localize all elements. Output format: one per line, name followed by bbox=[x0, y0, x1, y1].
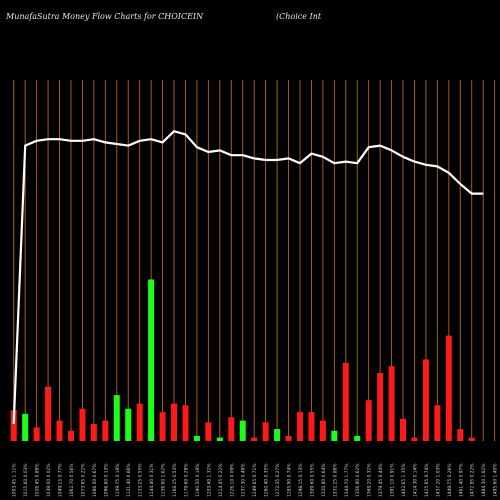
x-tick-label: 1461.40 0.97% bbox=[458, 463, 464, 497]
x-tick-label: 1168.25 0.53% bbox=[172, 463, 178, 497]
flow-bar bbox=[422, 359, 429, 441]
flow-bar bbox=[159, 412, 166, 441]
flow-bar bbox=[308, 412, 315, 441]
x-tick-label: 1190.50 0.19% bbox=[195, 463, 201, 497]
grid-lines bbox=[13, 80, 496, 441]
x-tick-label: 1332.25 0.88% bbox=[332, 463, 338, 497]
x-tick-label: 1391.10 0.91% bbox=[390, 463, 396, 497]
x-tick-label: 1260.40 0.35% bbox=[264, 463, 270, 497]
flow-bar bbox=[182, 405, 189, 441]
flow-bar bbox=[445, 335, 452, 441]
x-tick-label: 1368.20 0.32% bbox=[367, 463, 373, 497]
flow-bar bbox=[67, 430, 74, 441]
x-tick-label: 1449.75 0.26% bbox=[447, 463, 453, 497]
flow-bar bbox=[377, 373, 384, 441]
x-tick-label: 1144.40 0.31% bbox=[149, 463, 155, 497]
x-tick-label: 1249.65 0.71% bbox=[252, 463, 258, 497]
flow-bar bbox=[79, 408, 86, 441]
flow-bar bbox=[331, 430, 338, 441]
x-tick-label: 1086.00 0.67% bbox=[92, 463, 98, 497]
x-tick-label: 1285.90 0.74% bbox=[287, 463, 293, 497]
x-tick-label: 1272.35 0.27% bbox=[275, 463, 281, 497]
x-tick-label: 1015.60 0.03% bbox=[23, 463, 29, 497]
flow-bar bbox=[113, 395, 120, 441]
x-tick-labels: 1003.45 1.11% 1015.60 0.03% 1026.45 0.89% 1… bbox=[12, 463, 499, 497]
flow-bar bbox=[22, 413, 29, 441]
x-tick-label: 1121.40 0.66% bbox=[126, 463, 132, 497]
flow-bar bbox=[251, 437, 258, 441]
x-tick-label: 1203.40 1.32% bbox=[206, 463, 212, 497]
chart-subtitle: (Choice Int bbox=[276, 12, 322, 21]
x-tick-label: 1179.60 0.29% bbox=[183, 463, 189, 497]
x-tick-label: 1484.30 1.82% bbox=[481, 463, 487, 497]
flow-bar bbox=[400, 418, 407, 441]
flow-bar bbox=[296, 412, 303, 441]
flow-bar bbox=[205, 422, 212, 441]
x-tick-label: 1039.00 0.02% bbox=[46, 463, 52, 497]
chart-title: MunafaSutra Money Flow Charts for CHOICE… bbox=[6, 12, 204, 21]
flow-bar bbox=[285, 435, 292, 441]
flow-bar bbox=[342, 362, 349, 441]
x-tick-label: 1356.90 0.62% bbox=[355, 463, 361, 497]
x-tick-label: 1320.80 0.64% bbox=[321, 463, 327, 497]
flow-bar bbox=[274, 429, 281, 441]
flow-bars bbox=[10, 279, 475, 441]
price-line bbox=[12, 130, 484, 425]
x-tick-label: 1062.70 0.56% bbox=[69, 463, 75, 497]
x-tick-label: 1437.20 1.03% bbox=[435, 463, 441, 497]
flow-bar bbox=[193, 435, 200, 441]
flow-bar bbox=[136, 403, 143, 441]
flow-bar bbox=[365, 400, 372, 441]
flow-bar bbox=[239, 420, 246, 441]
flow-bar bbox=[125, 408, 132, 441]
flow-bar bbox=[216, 437, 223, 441]
flow-bar bbox=[33, 427, 40, 441]
x-tick-label: 1109.75 0.19% bbox=[115, 463, 121, 497]
x-tick-label: 1156.90 1.62% bbox=[161, 463, 167, 497]
x-tick-label: 1026.45 0.89% bbox=[35, 463, 41, 497]
flow-bar bbox=[45, 386, 52, 441]
x-tick-label: 1402.65 1.35% bbox=[401, 463, 407, 497]
flow-bar bbox=[319, 420, 326, 441]
x-tick-label: 1414.30 0.14% bbox=[412, 463, 418, 497]
x-tick-label: 1003.45 1.11% bbox=[12, 463, 18, 497]
flow-bar bbox=[457, 429, 464, 441]
x-tick-label: 1425.85 0.74% bbox=[424, 463, 430, 497]
flow-bar bbox=[262, 422, 269, 441]
flow-bar bbox=[102, 420, 109, 441]
flow-bar bbox=[228, 417, 235, 441]
x-tick-label: 1309.60 0.55% bbox=[309, 463, 315, 497]
flow-bar bbox=[171, 403, 178, 441]
flow-bar bbox=[90, 424, 97, 441]
x-tick-label: 1214.45 0.22% bbox=[218, 463, 224, 497]
x-tick-label: 1298.15 0.13% bbox=[298, 463, 304, 497]
flow-bar bbox=[56, 420, 63, 441]
flow-bar bbox=[411, 437, 418, 441]
x-tick-label: 1472.85 0.22% bbox=[470, 463, 476, 497]
x-tick-label: 1049.15 0.77% bbox=[58, 463, 64, 497]
flow-bar bbox=[354, 435, 361, 441]
flow-bar bbox=[148, 279, 155, 441]
x-tick-label: 1226.10 0.09% bbox=[229, 463, 235, 497]
x-tick-label: 1237.30 0.48% bbox=[241, 463, 247, 497]
x-tick-label: 1096.80 0.13% bbox=[103, 463, 109, 497]
flow-bar bbox=[388, 366, 395, 441]
x-tick-label: 1379.45 0.44% bbox=[378, 463, 384, 497]
x-tick-label: 1344.70 1.77% bbox=[344, 463, 350, 497]
flow-bar bbox=[468, 437, 475, 441]
x-tick-label: 1073.85 0.22% bbox=[80, 463, 86, 497]
x-tick-label: 1133.25 0.55% bbox=[138, 463, 144, 497]
flow-bar bbox=[434, 405, 441, 441]
flow-bar bbox=[10, 410, 17, 441]
x-tick-label: 1495.60 1.40% bbox=[493, 463, 499, 497]
